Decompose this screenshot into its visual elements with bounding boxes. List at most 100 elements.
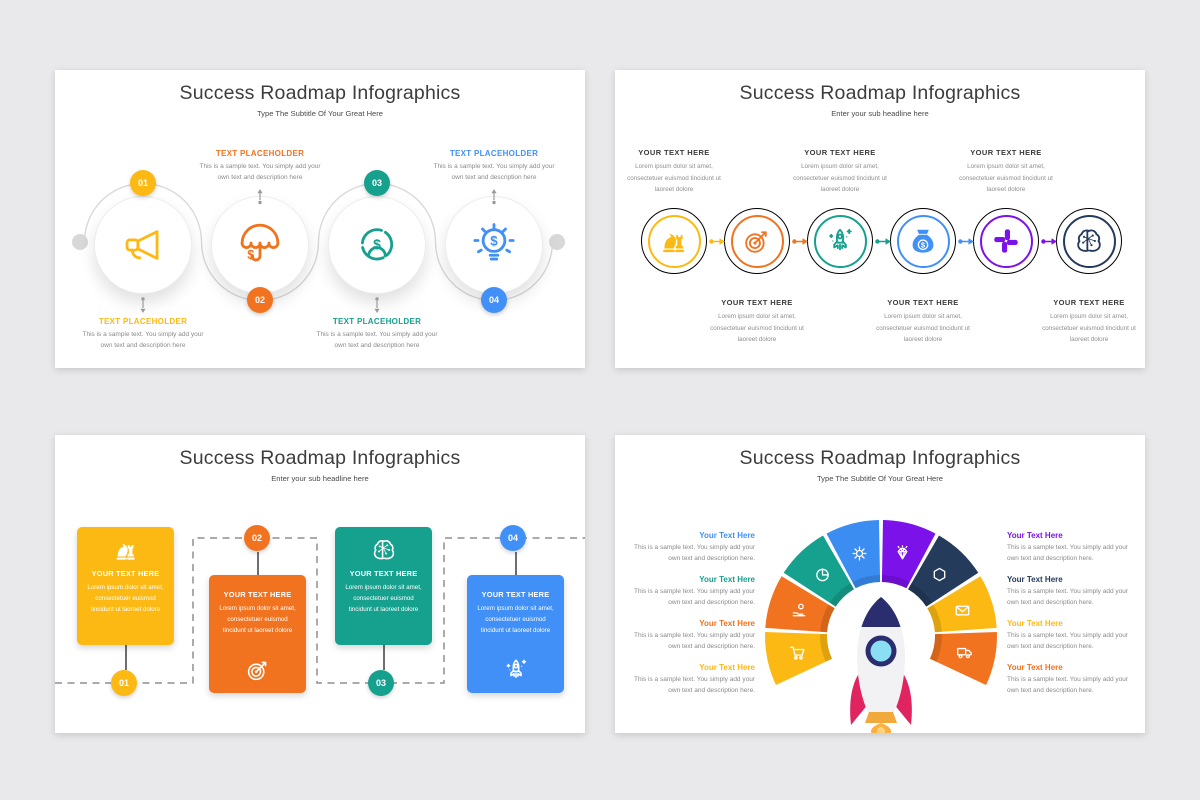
item-body: This is a sample text. You simply add yo… (633, 544, 755, 563)
step-text-block: YOUR TEXT HERE Lorem ipsum dolor sit ame… (863, 298, 983, 346)
diamond-icon (894, 545, 911, 562)
step-number-badge: 04 (481, 287, 507, 313)
step-text-block: TEXT PLACEHOLDER This is a sample text. … (185, 146, 335, 206)
text-item: Your Text Here This is a sample text. Yo… (1007, 575, 1137, 608)
gear-icon (851, 545, 868, 562)
slide-title: Success Roadmap Infographics (739, 82, 1021, 104)
step-heading: TEXT PLACEHOLDER (215, 149, 305, 158)
arch-segment-shade (829, 583, 855, 607)
item-heading: Your Text Here (699, 575, 755, 584)
ring-step-4: $ (890, 208, 956, 274)
envelope-icon (954, 602, 971, 619)
item-body: This is a sample text. You simply add yo… (633, 588, 755, 607)
step-body: Lorem ipsum dolor sit amet, consectetuer… (710, 313, 804, 344)
rocket-window (870, 640, 892, 662)
step-number-badge: 03 (368, 670, 394, 696)
step-body: Lorem ipsum dolor sit amet, consectetuer… (876, 313, 970, 344)
slide-arch-rocket: Success Roadmap Infographics Type The Su… (615, 435, 1145, 733)
arrow-right-icon (958, 238, 974, 245)
slide-subtitle: Enter your sub headline here (271, 474, 369, 483)
step-circle-1 (94, 196, 192, 294)
slide-subtitle: Enter your sub headline here (831, 109, 929, 118)
item-heading: Your Text Here (699, 619, 755, 628)
rocket-icon (503, 657, 529, 683)
card-body: Lorem ipsum dolor sit amet, consectetuer… (87, 584, 164, 614)
card-connector (124, 645, 127, 670)
text-item: Your Text Here This is a sample text. Yo… (1007, 663, 1137, 696)
step-circle-2: $ (211, 196, 309, 294)
item-heading: Your Text Here (699, 531, 755, 540)
item-body: This is a sample text. You simply add yo… (633, 632, 755, 651)
arrow-up-icon (257, 188, 263, 204)
card-heading: YOUR TEXT HERE (223, 590, 292, 599)
item-heading: Your Text Here (1007, 663, 1063, 672)
step-heading: TEXT PLACEHOLDER (449, 149, 539, 158)
pie-chart-icon (814, 566, 831, 583)
item-heading: Your Text Here (1007, 619, 1063, 628)
arch-segment-shade (907, 583, 933, 607)
arrow-up-icon (491, 188, 497, 204)
item-heading: Your Text Here (699, 663, 755, 672)
rocket-icon (825, 226, 855, 256)
card-connector (514, 552, 517, 575)
step-heading: YOUR TEXT HERE (970, 148, 1042, 157)
card-connector (382, 645, 385, 670)
chart-dollar-icon: $ (354, 222, 400, 268)
step-heading: YOUR TEXT HERE (1053, 298, 1125, 307)
roadmap-card-2: YOUR TEXT HERE Lorem ipsum dolor sit ame… (209, 575, 306, 693)
step-number-badge: 03 (364, 170, 390, 196)
arch-segment (881, 520, 936, 589)
step-text-block: TEXT PLACEHOLDER This is a sample text. … (302, 296, 452, 352)
wave-line (83, 182, 554, 302)
step-number-badge: 04 (500, 525, 526, 551)
slide-subtitle: Type The Subtitle Of Your Great Here (816, 474, 944, 483)
arch-segment-shade (927, 604, 942, 633)
roadmap-card-4: YOUR TEXT HERE Lorem ipsum dolor sit ame… (467, 575, 564, 693)
text-item: Your Text Here This is a sample text. Yo… (625, 575, 755, 608)
card-heading: YOUR TEXT HERE (91, 569, 160, 578)
target-icon (245, 657, 271, 683)
step-number-badge: 02 (244, 525, 270, 551)
dashed-path (55, 537, 585, 684)
item-body: This is a sample text. You simply add yo… (1007, 544, 1129, 563)
slide-title: Success Roadmap Infographics (179, 447, 461, 469)
slide-six-step-rings: Success Roadmap Infographics Enter your … (615, 70, 1145, 368)
step-heading: TEXT PLACEHOLDER (332, 317, 422, 326)
rocket-illustration (850, 597, 912, 733)
arrow-down-icon (374, 297, 380, 313)
step-text-block: TEXT PLACEHOLDER This is a sample text. … (68, 296, 218, 352)
card-body: Lorem ipsum dolor sit amet, consectetuer… (477, 605, 554, 635)
brain-icon (371, 537, 397, 563)
step-text-block: YOUR TEXT HERE Lorem ipsum dolor sit ame… (780, 148, 900, 196)
arch-segment (927, 576, 997, 633)
slide-subtitle: Type The Subtitle Of Your Great Here (256, 109, 384, 118)
item-body: This is a sample text. You simply add yo… (633, 676, 755, 695)
hexagon-icon (931, 566, 948, 583)
target-icon (742, 226, 772, 256)
rocket-nose-cone (861, 597, 901, 627)
text-item: Your Text Here This is a sample text. Yo… (1007, 531, 1137, 564)
item-heading: Your Text Here (1007, 531, 1063, 540)
arrow-right-icon (709, 238, 725, 245)
item-heading: Your Text Here (1007, 575, 1063, 584)
hand-coin-icon (791, 602, 808, 619)
arch-segment-shade (852, 575, 881, 589)
step-text-block: TEXT PLACEHOLDER This is a sample text. … (419, 146, 569, 206)
ring-step-1 (641, 208, 707, 274)
item-body: This is a sample text. You simply add yo… (1007, 588, 1129, 607)
card-heading: YOUR TEXT HERE (349, 569, 418, 578)
roadmap-card-1: YOUR TEXT HERE Lorem ipsum dolor sit ame… (77, 527, 174, 645)
step-heading: YOUR TEXT HERE (721, 298, 793, 307)
arch-segment-shade (929, 633, 943, 662)
step-heading: YOUR TEXT HERE (638, 148, 710, 157)
arrow-right-icon (1041, 238, 1057, 245)
arrow-down-icon (140, 297, 146, 313)
svg-text:$: $ (490, 234, 498, 249)
step-body: This is a sample text. You simply add yo… (82, 331, 204, 350)
money-bag-icon: $ (908, 226, 938, 256)
card-body: Lorem ipsum dolor sit amet, consectetuer… (345, 584, 422, 614)
roadmap-card-3: YOUR TEXT HERE Lorem ipsum dolor sit ame… (335, 527, 432, 645)
svg-text:$: $ (373, 236, 381, 252)
end-dot-left (72, 234, 88, 250)
step-heading: TEXT PLACEHOLDER (98, 317, 188, 326)
